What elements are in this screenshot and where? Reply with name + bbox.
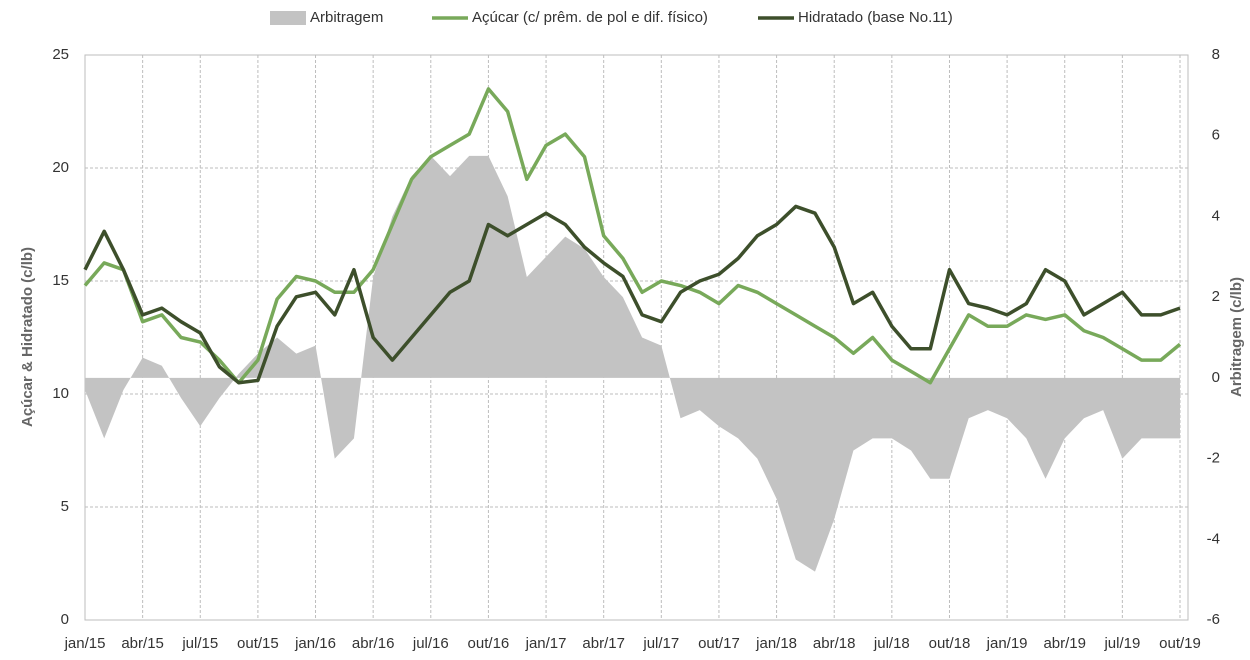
x-tick-label: abr/18 [813, 635, 856, 652]
x-tick-label: out/16 [468, 635, 510, 652]
y2-tick-label: 0 [1212, 369, 1220, 386]
y-tick-label: 0 [61, 611, 69, 628]
legend-label: Açúcar (c/ prêm. de pol e dif. físico) [472, 9, 708, 26]
area [85, 155, 1180, 572]
legend-label: Arbitragem [310, 9, 383, 26]
y-tick-label: 5 [61, 498, 69, 515]
x-tick-label: jan/16 [294, 635, 336, 652]
x-tick-label: abr/15 [121, 635, 164, 652]
x-tick-label: abr/16 [352, 635, 395, 652]
y2-tick-label: -2 [1207, 450, 1220, 467]
x-tick-label: out/18 [929, 635, 971, 652]
x-tick-label: out/15 [237, 635, 279, 652]
y2-tick-label: 2 [1212, 288, 1220, 305]
x-tick-label: abr/17 [582, 635, 625, 652]
line [83, 87, 1182, 385]
y-axis-label: Açúcar & Hidratado (c/lb) [19, 247, 36, 427]
y2-tick-label: -6 [1207, 611, 1220, 628]
x-tick-label: jan/19 [986, 635, 1028, 652]
y2-tick-label: 8 [1212, 46, 1220, 63]
y2-axis-label: Arbitragem (c/lb) [1228, 277, 1245, 397]
line [83, 204, 1181, 385]
y-tick-label: 15 [52, 272, 69, 289]
y2-tick-label: 6 [1212, 127, 1220, 144]
x-tick-label: jul/15 [181, 635, 218, 652]
x-tick-label: jul/18 [873, 635, 910, 652]
x-tick-label: jul/17 [642, 635, 679, 652]
x-tick-label: abr/19 [1043, 635, 1086, 652]
x-tick-label: jan/18 [755, 635, 797, 652]
x-tick-label: out/19 [1159, 635, 1201, 652]
x-tick-label: jul/16 [412, 635, 449, 652]
y-tick-label: 10 [52, 385, 69, 402]
y2-tick-label: 4 [1212, 207, 1220, 224]
y-tick-label: 25 [52, 46, 69, 63]
legend-label: Hidratado (base No.11) [798, 9, 953, 26]
legend-swatch [270, 11, 306, 25]
x-tick-label: jan/17 [525, 635, 567, 652]
x-tick-label: jul/19 [1103, 635, 1140, 652]
y-tick-label: 20 [52, 159, 69, 176]
x-tick-label: jan/15 [64, 635, 106, 652]
x-tick-label: out/17 [698, 635, 740, 652]
y2-tick-label: -4 [1207, 530, 1220, 547]
